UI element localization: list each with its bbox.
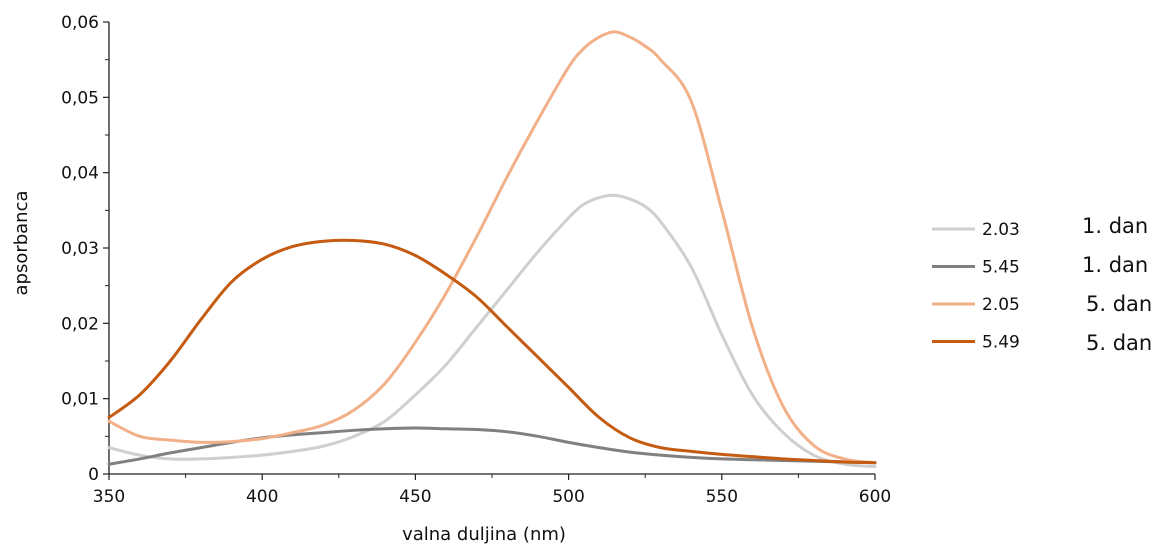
legend-label: 2.03 [982, 220, 1020, 240]
x-axis-label: valna duljina (nm) [402, 524, 566, 545]
legend-note: 5. dan [1086, 331, 1152, 355]
legend-label: 5.49 [982, 333, 1020, 353]
series-line-2-05 [107, 30, 877, 465]
series-line-2-03 [107, 193, 877, 468]
series-layer [107, 30, 877, 468]
legend-label: 5.45 [982, 258, 1020, 278]
series-line-5-49 [107, 238, 877, 465]
x-tick-label: 400 [246, 487, 278, 507]
legend-note: 5. dan [1086, 292, 1152, 316]
y-tick-label: 0,02 [61, 314, 99, 334]
x-tick-label: 550 [706, 487, 738, 507]
legend: 2.03 1. dan 5.45 1. dan 2.05 5. dan 5.49 5. dan [932, 214, 1152, 355]
y-tick-label: 0,03 [61, 239, 99, 259]
x-tick-label: 500 [552, 487, 584, 507]
legend-note: 1. dan [1082, 214, 1148, 238]
y-tick-label: 0,01 [61, 390, 99, 410]
y-tick-label: 0,06 [61, 13, 99, 33]
y-tick-label: 0,05 [61, 88, 99, 108]
y-axis-label: apsorbanca [11, 190, 32, 295]
legend-note: 1. dan [1082, 253, 1148, 277]
legend-label: 2.05 [982, 295, 1020, 315]
x-tick-label: 450 [399, 487, 431, 507]
x-tick-label: 600 [859, 487, 891, 507]
y-tick-label: 0 [88, 465, 99, 485]
axes: 0 0,01 0,02 0,03 0,04 0,05 0,06 350 400 450 500 550… [11, 13, 891, 545]
y-tick-label: 0,04 [61, 164, 99, 184]
x-tick-label: 350 [93, 487, 125, 507]
